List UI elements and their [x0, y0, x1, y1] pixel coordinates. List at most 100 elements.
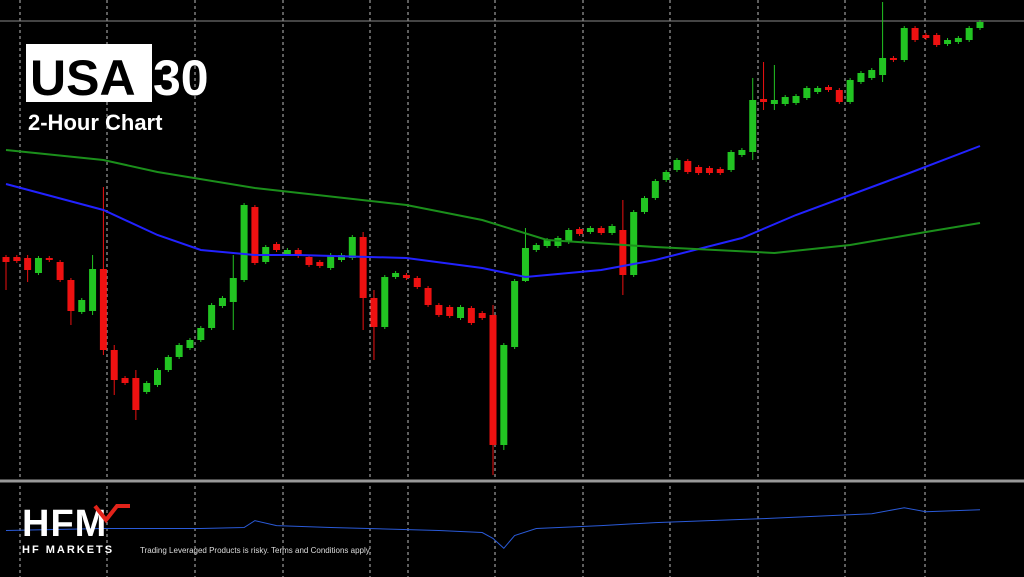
candle-body [89, 269, 97, 311]
candle-body [467, 308, 475, 323]
candle-body [543, 240, 551, 246]
candle-body [738, 150, 746, 155]
candle-body [684, 161, 692, 172]
candle-body [857, 73, 865, 82]
candle-body [673, 160, 681, 170]
candle-body [78, 300, 86, 312]
candle-body [45, 258, 53, 260]
candle-body [716, 169, 724, 173]
candle-body [381, 277, 389, 327]
candle-body [521, 248, 529, 281]
candle-body [944, 40, 952, 44]
candle-body [446, 307, 454, 316]
plot [2, 2, 984, 550]
candle-body [662, 172, 670, 180]
logo-accent [93, 504, 130, 524]
candle-body [413, 278, 421, 287]
candle-body [251, 207, 259, 263]
title-block: USA 30 2-Hour Chart [26, 44, 209, 135]
candle-body [2, 257, 10, 262]
indicator-line [5, 507, 981, 550]
candle-body [641, 198, 649, 212]
candle-body [305, 257, 313, 265]
candle-body [175, 345, 183, 357]
candle-body [13, 257, 21, 261]
candle-body [110, 350, 118, 380]
candle-body [792, 96, 800, 103]
candle-body [651, 181, 659, 198]
brand: HF MARKETS [22, 544, 114, 556]
candle-body [56, 262, 64, 280]
candle-body [749, 100, 757, 152]
candle-body [630, 212, 638, 275]
candle-body [500, 345, 508, 445]
candle-body [240, 205, 248, 280]
candle-body [424, 288, 432, 305]
candle-body [229, 278, 237, 302]
candle-body [565, 230, 573, 242]
candle-body [348, 237, 356, 258]
candle-body [370, 298, 378, 327]
candle-body [868, 70, 876, 78]
candle-body [121, 378, 129, 383]
candle-body [24, 258, 32, 270]
candle-body [435, 305, 443, 315]
candle-body [478, 313, 486, 318]
candle-body [576, 229, 584, 234]
disclaimer: Trading Leveraged Products is risky. Ter… [140, 546, 371, 555]
candle-body [283, 250, 291, 254]
candle-body [511, 281, 519, 347]
candle-body [900, 28, 908, 60]
candle-body [208, 305, 216, 328]
candle-body [154, 370, 162, 385]
candle-body [608, 226, 616, 233]
candle-body [727, 152, 735, 170]
candle-body [143, 383, 151, 392]
candle-body [197, 328, 205, 340]
candle-body [814, 88, 822, 92]
moving-average [5, 149, 981, 255]
title-prefix: USA [30, 50, 136, 106]
title-highlight [26, 44, 152, 102]
candle-body [933, 35, 941, 45]
candle-body [327, 255, 335, 268]
candle-body [359, 237, 367, 298]
candle-body [911, 28, 919, 40]
candle-body [164, 357, 172, 370]
candle-body [976, 22, 984, 28]
candle-body [824, 87, 832, 90]
candle-body [781, 97, 789, 104]
branding: HFM HF MARKETS Trading Leveraged Product… [22, 503, 371, 556]
candle-body [846, 80, 854, 102]
candle-body [218, 298, 226, 306]
candle-body [554, 238, 562, 246]
candle-body [922, 35, 930, 38]
candle-body [965, 28, 973, 40]
candle-body [99, 269, 107, 350]
candle-body [402, 275, 410, 278]
candle-body [760, 99, 768, 102]
candle-body [186, 340, 194, 348]
candle-body [392, 273, 400, 277]
candle-body [889, 58, 897, 60]
candle-body [294, 250, 302, 256]
candle-body [770, 100, 778, 104]
candle-body [337, 255, 345, 260]
grid [19, 0, 926, 577]
candle-body [457, 307, 465, 318]
candle-body [597, 228, 605, 233]
candle-body [954, 38, 962, 42]
candle-body [695, 167, 703, 173]
moving-average [5, 145, 981, 279]
candle-body [316, 262, 324, 266]
title-suffix: 30 [153, 50, 209, 106]
candle-body [705, 168, 713, 173]
candle-body [67, 280, 75, 311]
candle-body [489, 315, 497, 445]
candle-body [273, 244, 281, 250]
subtitle: 2-Hour Chart [28, 110, 163, 135]
candle-body [132, 378, 140, 410]
candle-body [619, 230, 627, 275]
